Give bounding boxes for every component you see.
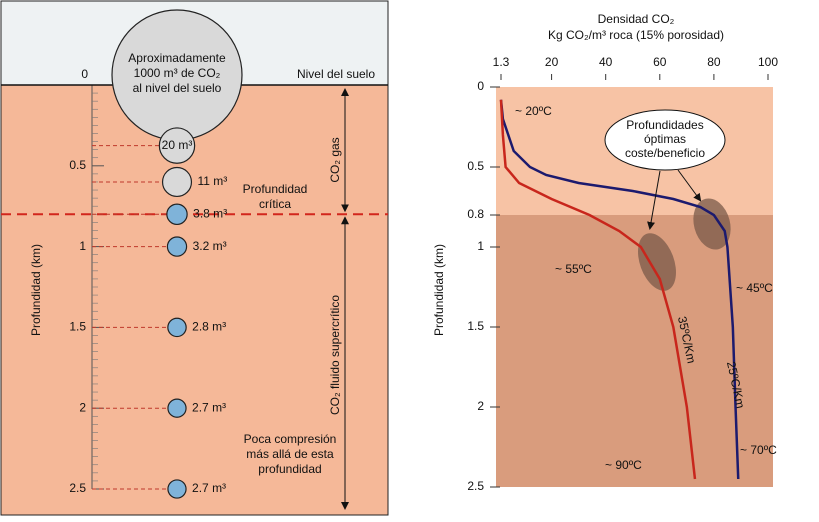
x-tick-label: 80 — [707, 55, 721, 69]
callout-text: óptimas — [644, 132, 686, 146]
bubble — [168, 318, 186, 336]
annotation: ~ 90ºC — [605, 458, 642, 472]
y-tick-label: 2.5 — [69, 481, 86, 495]
annotation: ~ 70ºC — [740, 443, 777, 457]
supercritical-label: CO₂ fluido supercrítico — [328, 295, 342, 415]
value-label: 2.7 m³ — [192, 481, 226, 495]
y-tick-label: 0 — [477, 79, 484, 93]
bubble — [168, 480, 186, 498]
y-tick-label: 2 — [477, 399, 484, 413]
critical-label: crítica — [259, 197, 291, 211]
x-tick-label: 20 — [545, 55, 559, 69]
critical-label: Profundidad — [243, 182, 308, 196]
annotation: ~ 55ºC — [555, 262, 592, 276]
gas-label: CO₂ gas — [328, 137, 342, 182]
bubble — [167, 237, 186, 256]
y-tick-label: 2.5 — [467, 479, 484, 493]
y-axis-label: Profundidad (km) — [29, 244, 43, 336]
note: Poca compresión — [244, 432, 337, 446]
chart-title: Densidad CO₂ — [598, 12, 675, 26]
y-tick-label: 2 — [79, 400, 86, 414]
y-tick-label: 1.5 — [69, 320, 86, 334]
value-label: 3.2 m³ — [193, 239, 227, 253]
value-label: 11 m³ — [197, 174, 227, 188]
bubble — [168, 399, 186, 417]
x-tick-label: 60 — [653, 55, 667, 69]
y-tick-label: 0.8 — [467, 207, 484, 221]
callout-text: Profundidades — [626, 118, 703, 132]
note: más allá de esta — [246, 447, 334, 461]
value-label: 1000 m³ de CO₂ — [134, 66, 221, 80]
value-label: 2.7 m³ — [192, 400, 226, 414]
y-tick-label: 1 — [79, 239, 86, 253]
value-label: 3.8 m³ — [193, 206, 227, 220]
bubble — [167, 204, 187, 224]
lower-zone — [496, 215, 773, 487]
y-tick-label: 1.5 — [467, 319, 484, 333]
surface-label: Nivel del suelo — [297, 67, 375, 81]
value-label: 2.8 m³ — [192, 320, 226, 334]
y-tick-label: 0.5 — [467, 159, 484, 173]
x-tick-label: 1.3 — [493, 55, 510, 69]
figure: Nivel del suelo Profundidad crítica Poca… — [0, 0, 819, 517]
x-tick-label: 40 — [599, 55, 613, 69]
value-label: 20 m³ — [162, 138, 193, 152]
bubble — [163, 168, 192, 197]
y-tick-label: 0 — [81, 67, 88, 81]
x-tick-label: 100 — [758, 55, 778, 69]
note: profundidad — [258, 462, 321, 476]
chart-title: Kg CO₂/m³ roca (15% porosidad) — [548, 28, 724, 42]
annotation: ~ 20ºC — [515, 104, 552, 118]
annotation: ~ 45ºC — [736, 281, 773, 295]
value-label: al nivel del suelo — [133, 81, 222, 95]
value-label: Aproximadamente — [128, 51, 226, 65]
callout-text: coste/beneficio — [625, 146, 705, 160]
y-tick-label: 1 — [477, 239, 484, 253]
y-tick-label: 0.5 — [69, 158, 86, 172]
y-axis-label: Profundidad (km) — [432, 244, 446, 336]
